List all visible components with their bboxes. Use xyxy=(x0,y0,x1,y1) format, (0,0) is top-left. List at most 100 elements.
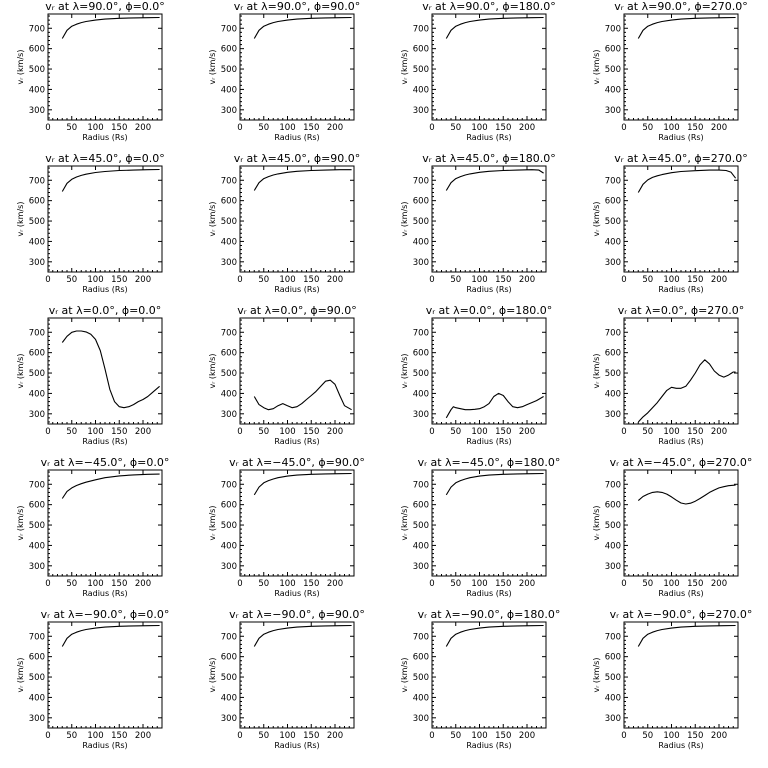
panel-title: vᵣ at λ=90.0°, ϕ=0.0° xyxy=(45,0,165,13)
y-tick-label: 500 xyxy=(29,673,45,683)
x-tick-label: 100 xyxy=(663,427,679,437)
y-tick-label: 300 xyxy=(413,258,429,268)
x-tick-label: 0 xyxy=(45,123,50,133)
plot-frame xyxy=(623,165,739,273)
y-tick-label: 600 xyxy=(221,653,237,663)
y-tick-label: 400 xyxy=(29,541,45,551)
x-tick-label: 100 xyxy=(471,731,487,741)
y-tick-label: 700 xyxy=(221,328,237,338)
y-tick-label: 700 xyxy=(413,328,429,338)
y-tick-label: 700 xyxy=(413,480,429,490)
x-tick-label: 100 xyxy=(279,731,295,741)
y-tick-label: 300 xyxy=(221,410,237,420)
x-tick-label: 0 xyxy=(237,427,242,437)
y-tick-label: 600 xyxy=(413,653,429,663)
x-axis-label: Radius (Rs) xyxy=(82,285,127,294)
y-tick-label: 700 xyxy=(605,632,621,642)
x-tick-label: 200 xyxy=(711,579,727,589)
x-tick-label: 150 xyxy=(303,123,319,133)
x-tick-label: 100 xyxy=(471,579,487,589)
y-axis-label: vᵣ (km/s) xyxy=(16,202,25,237)
panel-title: vᵣ at λ=45.0°, ϕ=180.0° xyxy=(422,152,556,165)
y-tick-label: 500 xyxy=(221,673,237,683)
x-axis-label: Radius (Rs) xyxy=(274,589,319,598)
panel-0-2: vᵣ at λ=90.0°, ϕ=180.0° 0 50 100 150 200 300 40… xyxy=(400,0,556,142)
y-tick-label: 500 xyxy=(605,65,621,75)
panel-3-0: vᵣ at λ=−45.0°, ϕ=0.0° 0 50 100 150 200 300 400… xyxy=(16,456,169,598)
y-axis-label: vᵣ (km/s) xyxy=(400,50,409,85)
y-tick-label: 700 xyxy=(221,480,237,490)
plot-frame xyxy=(239,13,355,121)
x-axis-label: Radius (Rs) xyxy=(658,589,703,598)
y-axis-label: vᵣ (km/s) xyxy=(592,50,601,85)
x-tick-label: 200 xyxy=(711,275,727,285)
panel-0-0: vᵣ at λ=90.0°, ϕ=0.0° 0 50 100 150 200 300 400 5… xyxy=(16,0,165,142)
x-tick-label: 0 xyxy=(429,731,434,741)
y-tick-label: 500 xyxy=(605,217,621,227)
y-axis-label: vᵣ (km/s) xyxy=(592,354,601,389)
x-tick-label: 150 xyxy=(111,427,127,437)
y-tick-label: 500 xyxy=(413,673,429,683)
x-tick-label: 50 xyxy=(642,123,653,133)
plot-frame xyxy=(623,621,739,729)
panel-title: vᵣ at λ=0.0°, ϕ=0.0° xyxy=(49,304,162,317)
y-tick-label: 400 xyxy=(413,85,429,95)
x-tick-label: 100 xyxy=(87,123,103,133)
x-tick-label: 200 xyxy=(519,427,535,437)
x-axis-label: Radius (Rs) xyxy=(82,589,127,598)
y-tick-label: 700 xyxy=(413,176,429,186)
x-tick-label: 50 xyxy=(258,731,269,741)
y-tick-label: 400 xyxy=(605,237,621,247)
plot-frame xyxy=(47,165,163,273)
plot-frame xyxy=(431,317,547,425)
x-axis-label: Radius (Rs) xyxy=(82,437,127,446)
x-tick-label: 150 xyxy=(111,275,127,285)
x-tick-label: 150 xyxy=(303,427,319,437)
y-tick-label: 700 xyxy=(605,24,621,34)
y-tick-label: 300 xyxy=(29,714,45,724)
series-line xyxy=(61,16,160,39)
y-tick-label: 500 xyxy=(29,217,45,227)
plot-frame xyxy=(239,469,355,577)
y-tick-label: 600 xyxy=(413,349,429,359)
y-axis-label: vᵣ (km/s) xyxy=(208,506,217,541)
plot-frame xyxy=(431,621,547,729)
y-tick-label: 300 xyxy=(605,258,621,268)
y-tick-label: 400 xyxy=(605,85,621,95)
y-axis-label: vᵣ (km/s) xyxy=(208,50,217,85)
y-tick-label: 300 xyxy=(29,562,45,572)
panel-title: vᵣ at λ=−45.0°, ϕ=0.0° xyxy=(41,456,170,469)
y-tick-label: 300 xyxy=(221,562,237,572)
series-line xyxy=(253,624,352,647)
x-tick-label: 150 xyxy=(687,579,703,589)
y-tick-label: 300 xyxy=(413,714,429,724)
panel-title: vᵣ at λ=45.0°, ϕ=0.0° xyxy=(45,152,165,165)
x-tick-label: 50 xyxy=(66,427,77,437)
panel-3-3: vᵣ at λ=−45.0°, ϕ=270.0° 0 50 100 150 200 300 4… xyxy=(592,456,752,598)
x-tick-label: 50 xyxy=(642,427,653,437)
y-tick-label: 300 xyxy=(29,106,45,116)
plot-frame xyxy=(623,469,739,577)
x-tick-label: 100 xyxy=(663,731,679,741)
series-line xyxy=(61,473,160,499)
x-tick-label: 200 xyxy=(519,579,535,589)
panel-title: vᵣ at λ=−90.0°, ϕ=270.0° xyxy=(610,608,753,621)
panel-title: vᵣ at λ=−90.0°, ϕ=0.0° xyxy=(41,608,170,621)
plot-frame xyxy=(239,621,355,729)
x-tick-label: 200 xyxy=(135,275,151,285)
y-tick-label: 600 xyxy=(605,197,621,207)
panel-title: vᵣ at λ=−45.0°, ϕ=270.0° xyxy=(610,456,753,469)
y-tick-label: 500 xyxy=(29,521,45,531)
x-tick-label: 100 xyxy=(663,123,679,133)
panel-4-2: vᵣ at λ=−90.0°, ϕ=180.0° 0 50 100 150 200 300 4… xyxy=(400,608,560,750)
y-tick-label: 400 xyxy=(29,237,45,247)
panel-2-0: vᵣ at λ=0.0°, ϕ=0.0° 0 50 100 150 200 300 400 50… xyxy=(16,304,163,446)
x-tick-label: 50 xyxy=(450,731,461,741)
x-tick-label: 200 xyxy=(135,731,151,741)
x-tick-label: 150 xyxy=(111,123,127,133)
x-tick-label: 50 xyxy=(66,579,77,589)
x-tick-label: 0 xyxy=(621,427,626,437)
x-tick-label: 200 xyxy=(519,275,535,285)
x-axis-label: Radius (Rs) xyxy=(466,589,511,598)
x-axis-label: Radius (Rs) xyxy=(658,133,703,142)
